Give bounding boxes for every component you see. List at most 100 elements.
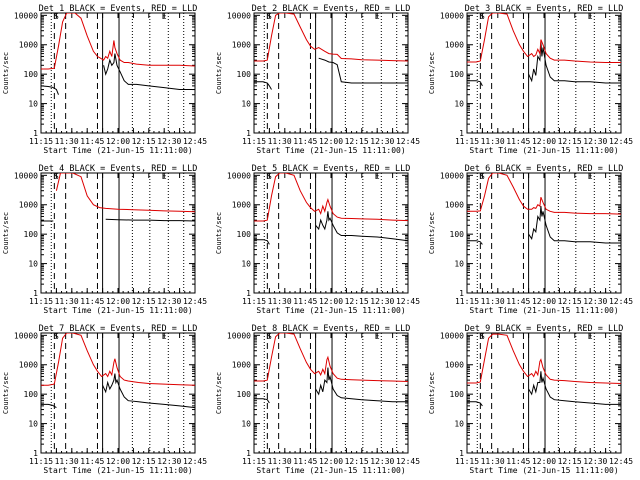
- x-tick-label: 12:45: [183, 457, 207, 466]
- events-series-line: [41, 373, 195, 409]
- y-tick-label: 1: [246, 129, 251, 138]
- panel-title: Det 3 BLACK = Events, RED = LLD: [465, 4, 624, 14]
- lld-series-line: [254, 13, 408, 62]
- x-tick-label: 11:30: [55, 297, 79, 306]
- y-tick-label: 1: [459, 289, 464, 298]
- events-series-line: [254, 211, 408, 245]
- x-tick-label: 11:45: [506, 297, 530, 306]
- x-tick-label: 11:15: [242, 457, 266, 466]
- x-axis-label: Start Time (21-Jun-15 11:11:00): [469, 466, 618, 475]
- chart-panel-5: 1 10 100 1000 10000 11:15 11:30 11:45 12:00 12:15…: [215, 164, 420, 315]
- y-tick-label: 100: [450, 390, 465, 399]
- chart-panel-2: 1 10 100 1000 10000 11:15 11:30 11:45 12:00 12:15…: [215, 4, 420, 155]
- x-tick-label: 12:45: [396, 457, 420, 466]
- x-tick-label: 12:30: [583, 137, 607, 146]
- y-tick-label: 100: [237, 70, 252, 79]
- flag-label: S: [267, 172, 272, 181]
- y-tick-label: 10000: [14, 171, 38, 180]
- x-tick-label: 12:45: [183, 297, 207, 306]
- x-tick-label: 12:15: [558, 137, 582, 146]
- chart-panel-9: 1 10 100 1000 10000 11:15 11:30 11:45 12:00 12:15…: [428, 324, 633, 475]
- plot-frame: [466, 332, 622, 454]
- y-tick-label: 100: [237, 230, 252, 239]
- y-tick-label: 10000: [227, 171, 251, 180]
- x-tick-label: 11:15: [455, 457, 479, 466]
- flag-label: S: [480, 332, 485, 341]
- y-axis-label: Counts/sec: [215, 372, 223, 414]
- y-axis-label: Counts/sec: [2, 52, 10, 94]
- chart-panel-6: 1 10 100 1000 10000 11:15 11:30 11:45 12:00 12:15…: [428, 164, 633, 315]
- flag-label: E: [588, 172, 593, 181]
- x-axis-label: Start Time (21-Jun-15 11:11:00): [256, 466, 405, 475]
- x-tick-label: 12:45: [183, 137, 207, 146]
- y-tick-label: 1: [459, 449, 464, 458]
- x-axis-label: Start Time (21-Jun-15 11:11:00): [469, 146, 618, 155]
- y-axis-label: Counts/sec: [215, 212, 223, 254]
- y-tick-label: 1: [246, 449, 251, 458]
- flag-label: E: [375, 332, 380, 341]
- x-axis-label: Start Time (21-Jun-15 11:11:00): [256, 146, 405, 155]
- x-tick-label: 11:45: [293, 297, 317, 306]
- x-tick-label: 12:30: [370, 137, 394, 146]
- panel-title: Det 1 BLACK = Events, RED = LLD: [39, 4, 198, 14]
- flag-label: E: [162, 172, 167, 181]
- x-tick-label: 11:45: [506, 457, 530, 466]
- y-tick-label: 10: [241, 260, 251, 269]
- y-tick-label: 1000: [445, 201, 464, 210]
- lld-series-line: [467, 173, 621, 215]
- panel-title: Det 4 BLACK = Events, RED = LLD: [39, 164, 198, 174]
- plot-frame: [253, 12, 409, 134]
- y-tick-label: 100: [24, 390, 39, 399]
- y-tick-label: 10: [241, 420, 251, 429]
- x-tick-label: 12:15: [345, 297, 369, 306]
- y-tick-label: 1: [246, 289, 251, 298]
- y-tick-label: 10000: [227, 331, 251, 340]
- events-series-line: [254, 57, 408, 90]
- x-tick-label: 12:15: [132, 457, 156, 466]
- x-tick-label: 12:30: [157, 457, 181, 466]
- x-tick-label: 12:00: [532, 457, 556, 466]
- x-tick-label: 12:15: [558, 457, 582, 466]
- x-tick-label: 11:30: [55, 457, 79, 466]
- flag-label: E: [588, 332, 593, 341]
- events-series-line: [467, 206, 621, 245]
- events-series-line: [41, 53, 195, 95]
- lld-series-line: [41, 333, 195, 386]
- x-tick-label: 11:30: [55, 137, 79, 146]
- x-tick-label: 11:30: [481, 457, 505, 466]
- x-axis-label: Start Time (21-Jun-15 11:11:00): [256, 306, 405, 315]
- chart-panel-1: 1 10 100 1000 10000 11:15 11:30 11:45 12:00 12:15…: [2, 4, 207, 155]
- x-tick-label: 12:45: [609, 137, 633, 146]
- y-tick-label: 1: [33, 289, 38, 298]
- panel-title: Det 8 BLACK = Events, RED = LLD: [252, 324, 411, 334]
- x-tick-label: 11:45: [80, 297, 104, 306]
- x-tick-label: 11:30: [268, 457, 292, 466]
- y-tick-label: 100: [237, 390, 252, 399]
- panel-title: Det 5 BLACK = Events, RED = LLD: [252, 164, 411, 174]
- x-tick-label: 12:00: [319, 457, 343, 466]
- y-tick-label: 10000: [14, 331, 38, 340]
- y-tick-label: 10000: [440, 331, 464, 340]
- x-tick-label: 11:15: [29, 457, 53, 466]
- x-tick-label: 12:30: [370, 457, 394, 466]
- plot-frame: [466, 12, 622, 134]
- y-tick-label: 1000: [19, 361, 38, 370]
- x-tick-label: 11:30: [481, 297, 505, 306]
- x-tick-label: 12:30: [157, 137, 181, 146]
- x-tick-label: 11:30: [481, 137, 505, 146]
- y-tick-label: 10: [241, 100, 251, 109]
- lld-series-line: [254, 173, 408, 222]
- x-tick-label: 12:00: [532, 297, 556, 306]
- x-axis-label: Start Time (21-Jun-15 11:11:00): [469, 306, 618, 315]
- y-axis-label: Counts/sec: [215, 52, 223, 94]
- y-tick-label: 1: [459, 129, 464, 138]
- y-tick-label: 1000: [19, 41, 38, 50]
- x-tick-label: 12:00: [106, 457, 130, 466]
- x-tick-label: 12:15: [345, 137, 369, 146]
- y-tick-label: 1: [33, 129, 38, 138]
- x-tick-label: 12:00: [532, 137, 556, 146]
- y-tick-label: 10: [454, 420, 464, 429]
- flag-label: E: [162, 12, 167, 21]
- y-tick-label: 1000: [232, 361, 251, 370]
- flag-label: S: [54, 12, 59, 21]
